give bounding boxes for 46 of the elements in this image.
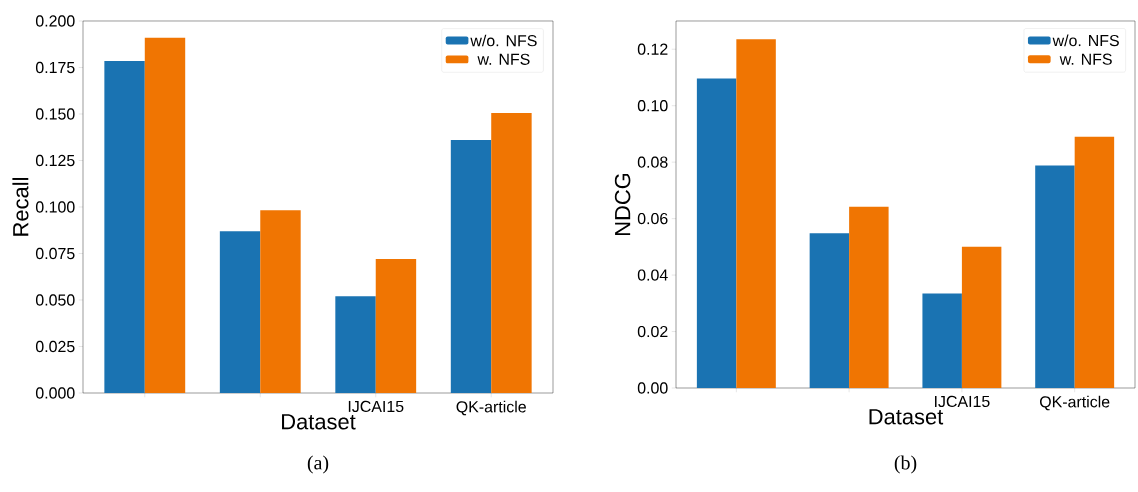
y-tick-label: 0.075 bbox=[35, 247, 75, 260]
y-tick-label: 0.00 bbox=[637, 382, 668, 394]
bar bbox=[1035, 165, 1075, 388]
y-tick-label: 0.000 bbox=[35, 387, 75, 399]
bar bbox=[491, 112, 532, 393]
y-tick-label: 0.150 bbox=[35, 108, 75, 120]
bar bbox=[144, 37, 186, 393]
x-axis-title: Dataset bbox=[282, 414, 356, 430]
x-tick-label: IJCAI15 bbox=[935, 395, 990, 408]
y-tick-label: 0.10 bbox=[637, 100, 668, 112]
bar bbox=[375, 259, 417, 393]
y-tick-label: 0.12 bbox=[637, 43, 668, 55]
x-axis-title: Dataset bbox=[869, 409, 944, 425]
bar bbox=[696, 78, 737, 388]
y-tick-label: 0.050 bbox=[35, 294, 75, 306]
legend-label: w. NFS bbox=[477, 53, 530, 65]
y-tick-label: 0.175 bbox=[35, 61, 75, 74]
x-tick-label: IJCAI15 bbox=[348, 400, 404, 413]
y-tick-label: 0.125 bbox=[35, 154, 75, 167]
text: (b) bbox=[894, 455, 917, 474]
y-tick-label: 0.025 bbox=[35, 340, 75, 353]
text: (a) bbox=[307, 455, 329, 474]
legend-label: w/o. NFS bbox=[470, 34, 537, 47]
legend-label: w/o. NFS bbox=[1052, 34, 1119, 47]
y-tick-label: 0.04 bbox=[637, 269, 668, 281]
bar bbox=[849, 206, 889, 388]
y-axis-title: Recall bbox=[12, 178, 29, 236]
y-tick-label: 0.200 bbox=[35, 15, 75, 27]
bar bbox=[219, 231, 261, 393]
bar bbox=[736, 39, 776, 388]
y-axis-title: NDCG bbox=[614, 173, 631, 235]
x-tick-label: QK-article bbox=[1040, 395, 1110, 411]
bar bbox=[260, 210, 301, 393]
bar bbox=[922, 293, 962, 388]
bar bbox=[104, 60, 145, 393]
y-tick-label: 0.02 bbox=[637, 325, 668, 338]
y-tick-label: 0.08 bbox=[637, 156, 668, 168]
bar bbox=[1074, 136, 1115, 388]
x-tick-label: QK-article bbox=[456, 400, 526, 416]
bar bbox=[335, 296, 376, 393]
bar bbox=[450, 140, 492, 393]
y-tick-label: 0.100 bbox=[35, 201, 75, 213]
bar bbox=[961, 246, 1002, 388]
y-tick-label: 0.06 bbox=[637, 212, 668, 225]
legend-label: w. NFS bbox=[1059, 53, 1112, 65]
bar bbox=[809, 233, 850, 388]
